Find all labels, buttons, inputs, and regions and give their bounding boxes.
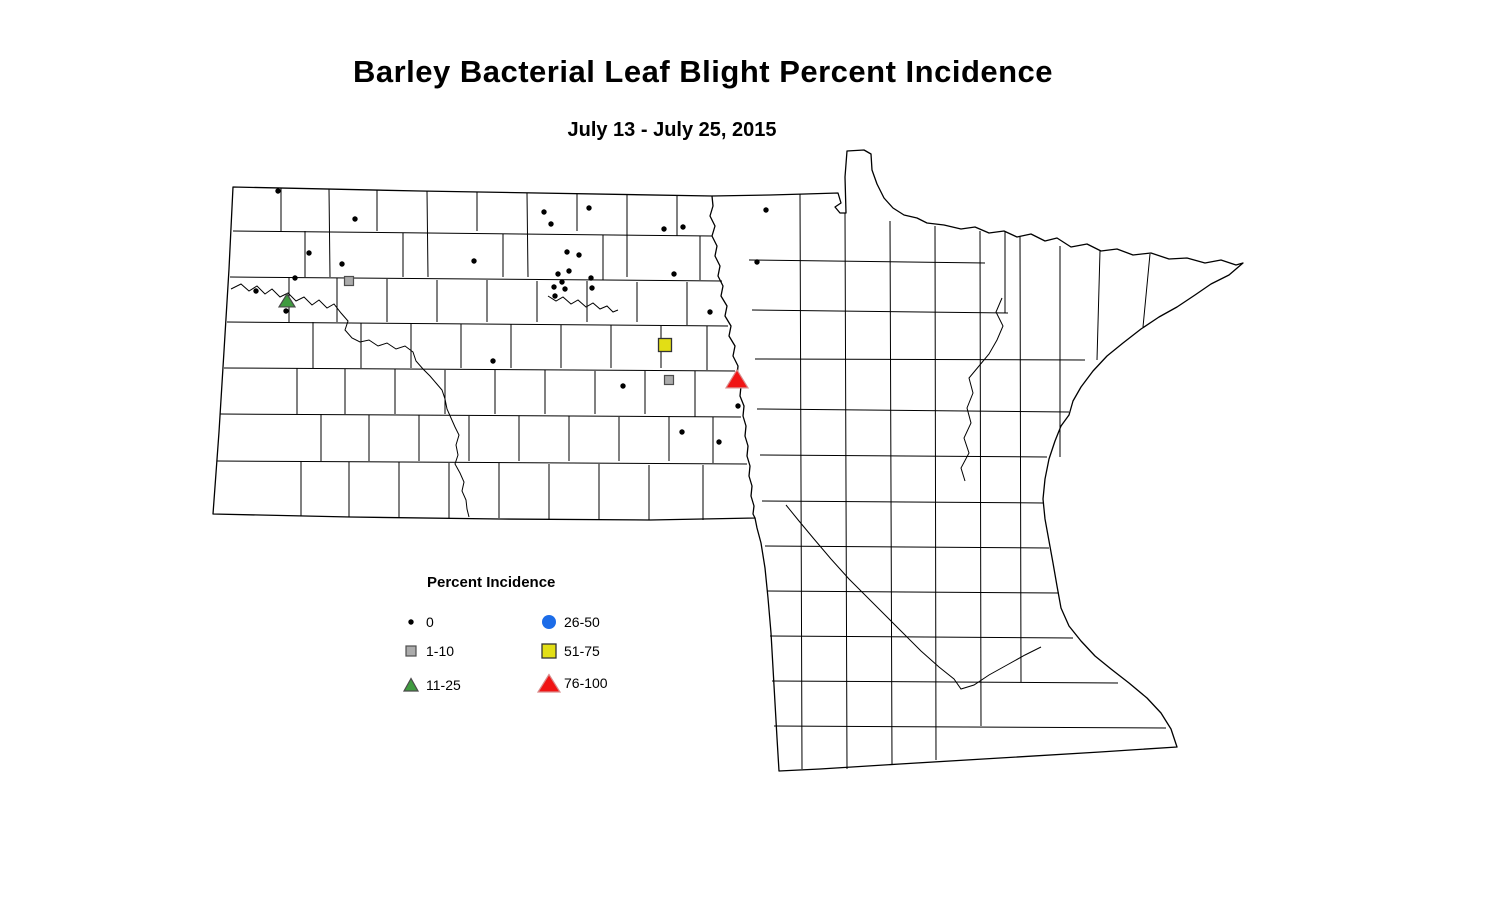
marker-yellow-square	[657, 337, 673, 353]
north-dakota-outline	[212, 186, 756, 521]
marker-black-dot	[490, 358, 496, 364]
marker-black-dot	[586, 205, 592, 211]
marker-black-dot	[566, 268, 572, 274]
marker-black-dot	[541, 209, 547, 215]
marker-black-dot	[763, 207, 769, 213]
missouri-river-east-segment	[547, 295, 619, 313]
marker-black-dot	[551, 284, 557, 290]
missouri-river	[230, 283, 470, 518]
marker-black-dot	[576, 252, 582, 258]
marker-black-dot	[661, 226, 667, 232]
marker-black-dot	[352, 216, 358, 222]
marker-gray-square	[343, 275, 355, 287]
marker-black-dot	[339, 261, 345, 267]
marker-black-dot	[253, 288, 259, 294]
minnesota-outline	[711, 149, 1244, 772]
marker-black-dot	[555, 271, 561, 277]
mississippi-river	[960, 297, 1004, 482]
marker-black-dot	[671, 271, 677, 277]
marker-black-dot	[283, 308, 289, 314]
marker-black-dot	[680, 224, 686, 230]
marker-gray-square	[663, 374, 675, 386]
marker-black-dot	[292, 275, 298, 281]
marker-black-dot	[548, 221, 554, 227]
marker-black-dot	[679, 429, 685, 435]
nd-county-lines	[216, 188, 748, 520]
page-title: Barley Bacterial Leaf Blight Percent Inc…	[352, 54, 1054, 89]
marker-black-dot	[559, 279, 565, 285]
marker-black-dot	[716, 439, 722, 445]
marker-black-dot	[552, 293, 558, 299]
marker-black-dot	[275, 188, 281, 194]
marker-black-dot	[471, 258, 477, 264]
map-markers	[253, 188, 769, 445]
marker-black-dot	[735, 403, 741, 409]
nd-rivers	[230, 283, 619, 518]
marker-black-dot	[562, 286, 568, 292]
marker-black-dot	[754, 259, 760, 265]
marker-red-triangle	[724, 368, 750, 389]
minnesota-river	[785, 504, 1042, 690]
marker-black-dot	[564, 249, 570, 255]
marker-black-dot	[589, 285, 595, 291]
marker-black-dot	[306, 250, 312, 256]
mn-county-lines	[748, 193, 1167, 770]
marker-black-dot	[707, 309, 713, 315]
marker-green-triangle	[277, 292, 297, 308]
page-subtitle: July 13 - July 25, 2015	[567, 119, 777, 141]
marker-black-dot	[588, 275, 594, 281]
marker-black-dot	[620, 383, 626, 389]
